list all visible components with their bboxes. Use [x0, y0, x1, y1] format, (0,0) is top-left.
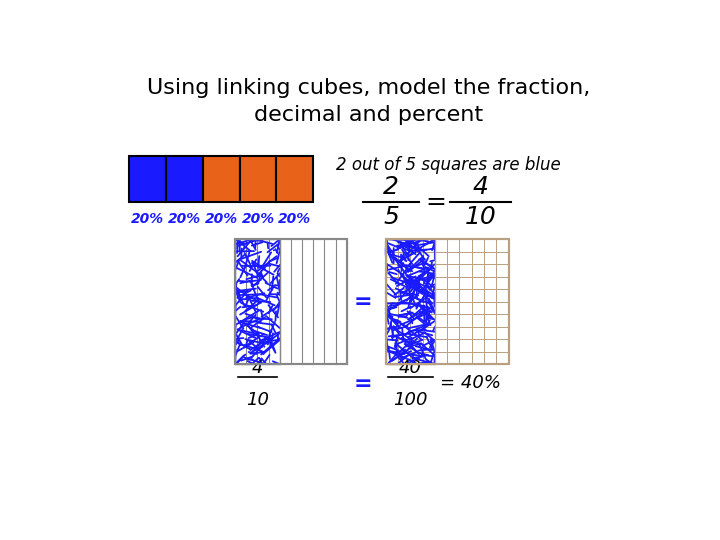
Text: 4: 4: [252, 359, 263, 377]
Text: 20%: 20%: [204, 212, 238, 226]
Text: =: =: [354, 292, 373, 312]
Text: decimal and percent: decimal and percent: [254, 105, 484, 125]
Text: =: =: [354, 374, 373, 394]
Text: 20%: 20%: [241, 212, 274, 226]
Bar: [386, 239, 508, 364]
Bar: [235, 239, 347, 364]
Text: 5: 5: [383, 205, 400, 229]
Bar: [235, 239, 347, 364]
Text: 4: 4: [472, 174, 489, 199]
Bar: [386, 239, 435, 364]
Bar: [276, 156, 313, 202]
Text: = 40%: = 40%: [441, 374, 501, 392]
Bar: [386, 239, 508, 364]
Text: 20%: 20%: [131, 212, 164, 226]
Text: =: =: [426, 190, 446, 214]
Text: 40: 40: [399, 359, 422, 377]
Bar: [129, 156, 166, 202]
Bar: [203, 156, 240, 202]
Text: Using linking cubes, model the fraction,: Using linking cubes, model the fraction,: [148, 78, 590, 98]
Bar: [240, 156, 276, 202]
Text: 100: 100: [393, 391, 428, 409]
Text: 10: 10: [246, 391, 269, 409]
Bar: [166, 156, 203, 202]
Text: 2: 2: [383, 174, 400, 199]
Text: 2 out of 5 squares are blue: 2 out of 5 squares are blue: [336, 156, 560, 173]
Text: 20%: 20%: [168, 212, 201, 226]
Text: 20%: 20%: [278, 212, 311, 226]
Bar: [235, 239, 280, 364]
Text: 10: 10: [464, 205, 497, 229]
